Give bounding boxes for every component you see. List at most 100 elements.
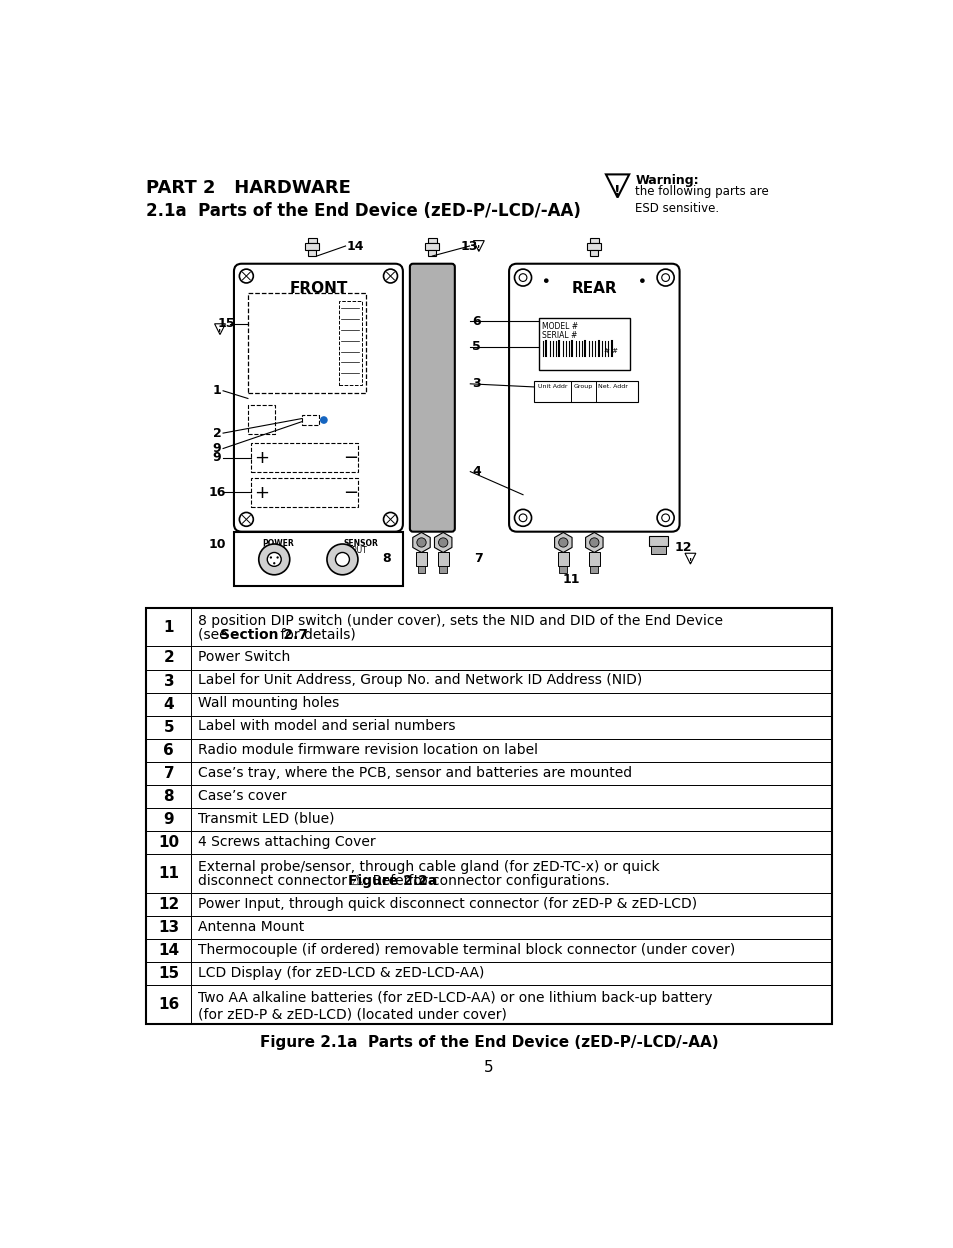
- FancyBboxPatch shape: [509, 263, 679, 532]
- Circle shape: [639, 278, 644, 283]
- Text: 6: 6: [163, 743, 174, 758]
- Bar: [146, 693, 831, 715]
- FancyBboxPatch shape: [410, 263, 455, 532]
- Text: for connector configurations.: for connector configurations.: [403, 875, 609, 889]
- Polygon shape: [214, 323, 225, 334]
- Circle shape: [661, 273, 669, 282]
- Text: 5: 5: [472, 341, 480, 353]
- Text: 2.1a  Parts of the End Device (zED-P/-LCD/-AA): 2.1a Parts of the End Device (zED-P/-LCD…: [146, 202, 580, 220]
- Polygon shape: [554, 533, 572, 553]
- Text: POWER: POWER: [261, 539, 294, 548]
- Text: Label with model and serial numbers: Label with model and serial numbers: [197, 720, 455, 734]
- Bar: [146, 916, 192, 938]
- Polygon shape: [605, 175, 629, 197]
- Text: SENSOR: SENSOR: [344, 539, 378, 548]
- Circle shape: [270, 557, 272, 559]
- Bar: [146, 646, 831, 669]
- Text: Antenna Mount: Antenna Mount: [197, 920, 303, 934]
- Text: Transmit LED (blue): Transmit LED (blue): [197, 812, 334, 826]
- Text: Group: Group: [573, 384, 592, 389]
- Circle shape: [543, 278, 548, 283]
- Bar: [146, 763, 192, 785]
- Bar: [648, 535, 667, 547]
- Text: 13: 13: [460, 240, 477, 252]
- Polygon shape: [585, 533, 602, 553]
- Bar: [425, 243, 439, 250]
- Text: Power Input, through quick disconnect connector (for zED-P & zED-LCD): Power Input, through quick disconnect co…: [197, 896, 696, 911]
- Text: 8 position DIP switch (under cover), sets the NID and DID of the End Device: 8 position DIP switch (under cover), set…: [197, 614, 721, 628]
- Bar: [588, 553, 599, 567]
- Text: (see: (see: [197, 628, 232, 641]
- Circle shape: [589, 538, 598, 547]
- Bar: [590, 250, 598, 256]
- Text: the following parts are
ESD sensitive.: the following parts are ESD sensitive.: [635, 185, 768, 215]
- Text: Thermocouple (if ordered) removable terminal block connector (under cover): Thermocouple (if ordered) removable term…: [197, 942, 734, 957]
- Text: 9: 9: [163, 812, 174, 827]
- Bar: [146, 831, 831, 855]
- Text: 11: 11: [158, 866, 179, 881]
- Bar: [146, 938, 831, 962]
- Bar: [146, 831, 192, 855]
- Circle shape: [267, 553, 281, 567]
- Bar: [558, 565, 567, 573]
- Bar: [428, 250, 436, 256]
- Text: Case’s cover: Case’s cover: [197, 789, 286, 802]
- Circle shape: [661, 514, 669, 522]
- Bar: [534, 381, 638, 402]
- Bar: [248, 293, 365, 393]
- Circle shape: [657, 509, 674, 527]
- Text: SERIAL #: SERIAL #: [542, 331, 578, 339]
- Circle shape: [327, 544, 357, 575]
- Bar: [146, 715, 831, 739]
- Text: 3: 3: [472, 377, 480, 391]
- Bar: [537, 318, 629, 369]
- Text: −: −: [342, 449, 357, 467]
- Polygon shape: [434, 533, 452, 553]
- Text: REAR: REAR: [571, 281, 617, 296]
- Bar: [146, 646, 192, 669]
- Circle shape: [518, 514, 526, 522]
- Bar: [307, 237, 316, 243]
- Bar: [251, 478, 357, 507]
- Bar: [437, 553, 448, 567]
- Bar: [146, 739, 192, 763]
- Text: 4: 4: [163, 696, 174, 711]
- Text: Wall mounting holes: Wall mounting holes: [197, 696, 338, 710]
- Circle shape: [335, 553, 349, 567]
- Text: +: +: [254, 449, 269, 467]
- Bar: [590, 565, 598, 573]
- Text: Unit Addr: Unit Addr: [537, 384, 567, 389]
- Text: 1: 1: [163, 620, 173, 635]
- Bar: [146, 669, 831, 693]
- Text: disconnect connector ⚠. Refer to: disconnect connector ⚠. Refer to: [197, 875, 431, 889]
- Text: 7: 7: [474, 552, 482, 565]
- Text: 6: 6: [472, 314, 480, 328]
- Text: INPUT: INPUT: [261, 547, 284, 555]
- Bar: [248, 404, 274, 434]
- Text: 4: 4: [472, 466, 480, 478]
- Text: 4 Screws attaching Cover: 4 Screws attaching Cover: [197, 835, 375, 849]
- Bar: [146, 785, 831, 809]
- Text: !: !: [688, 558, 691, 564]
- Text: 8: 8: [382, 552, 391, 565]
- Text: 13: 13: [158, 920, 179, 935]
- Bar: [146, 669, 192, 693]
- Text: Net. Addr: Net. Addr: [598, 384, 627, 389]
- Bar: [146, 739, 831, 763]
- FancyBboxPatch shape: [233, 263, 402, 532]
- Bar: [439, 565, 447, 573]
- Circle shape: [416, 538, 426, 547]
- Text: 7: 7: [163, 766, 174, 781]
- Bar: [146, 809, 192, 831]
- Text: 14: 14: [158, 943, 179, 958]
- Text: Power Switch: Power Switch: [197, 650, 290, 664]
- Bar: [589, 237, 598, 243]
- Text: 16: 16: [208, 485, 225, 499]
- Circle shape: [383, 513, 397, 527]
- Polygon shape: [413, 533, 430, 553]
- Text: 11: 11: [561, 573, 579, 585]
- Bar: [558, 553, 568, 567]
- Bar: [416, 553, 427, 567]
- Text: 12: 12: [674, 540, 692, 554]
- Bar: [587, 243, 600, 250]
